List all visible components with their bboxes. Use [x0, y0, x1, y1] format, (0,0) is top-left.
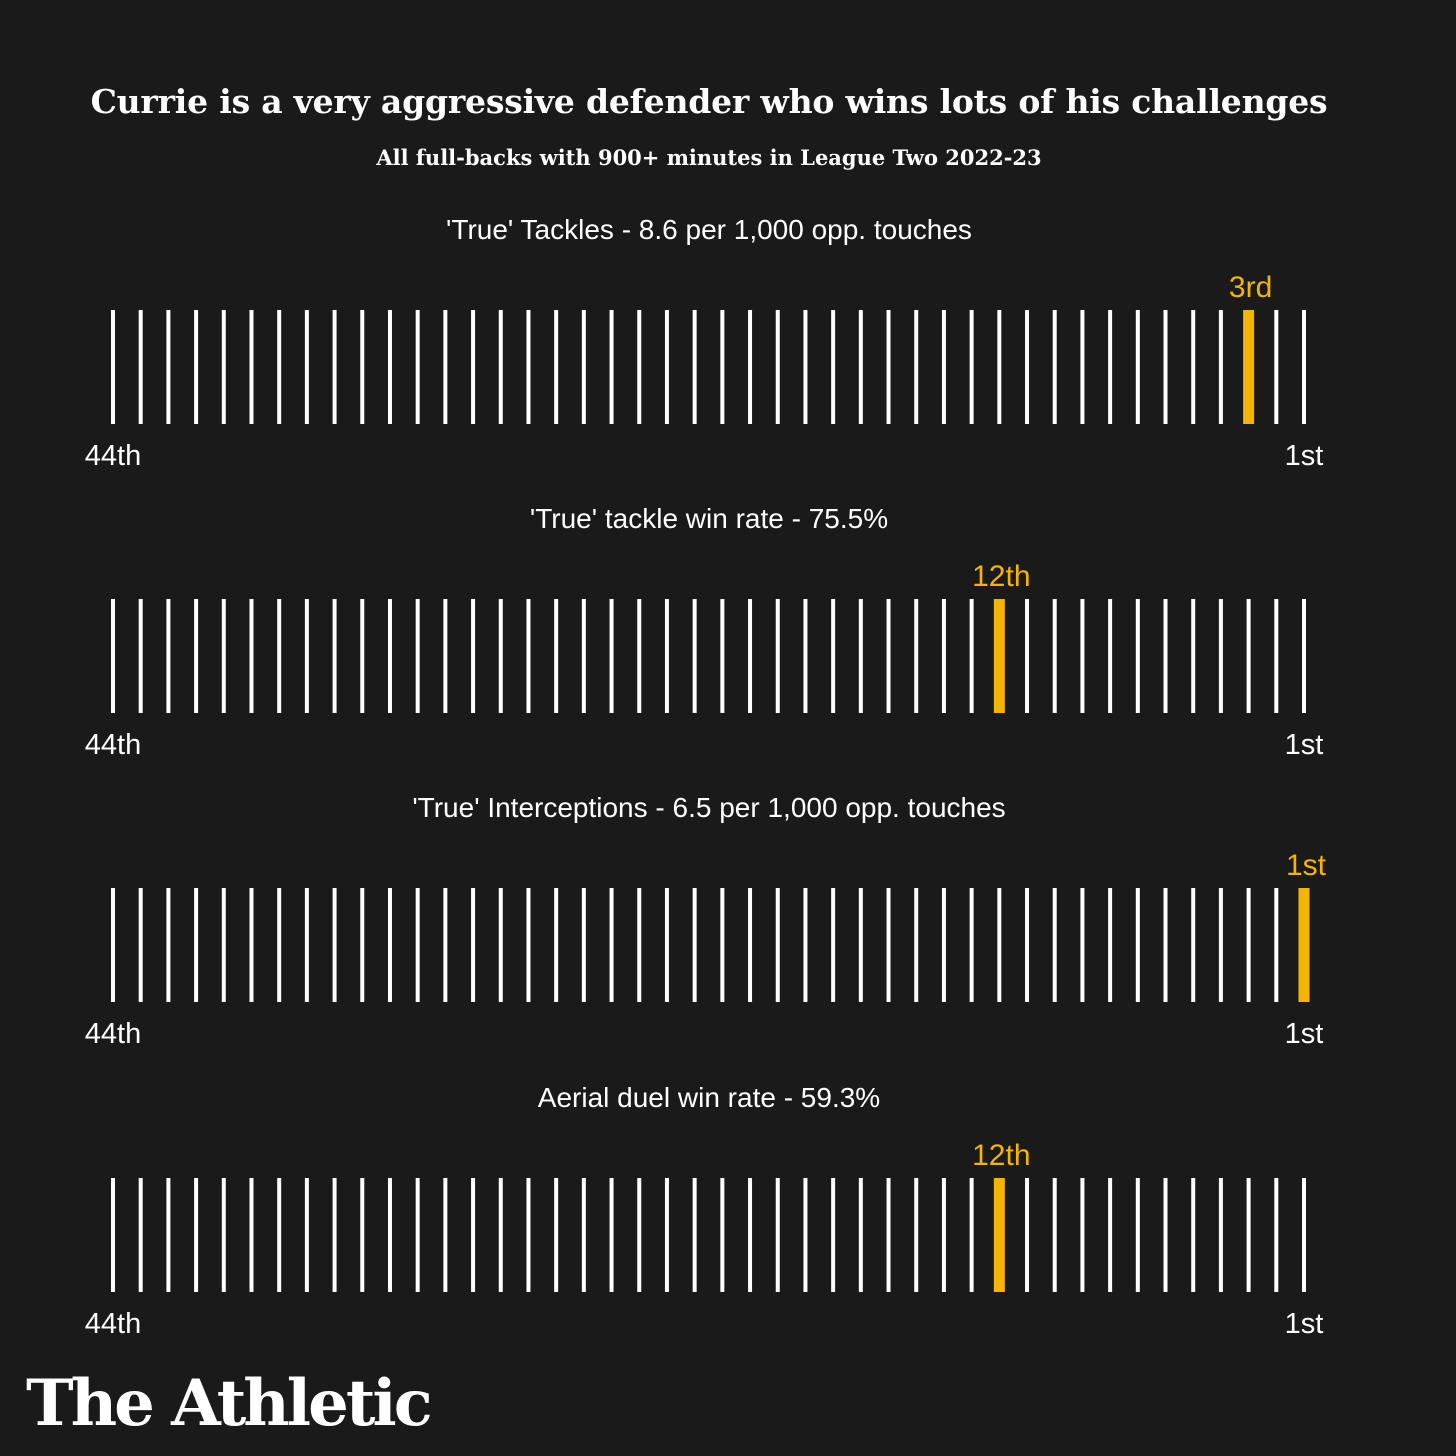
- metric-label: 'True' Interceptions - 6.5 per 1,000 opp…: [412, 792, 1006, 823]
- rank-label: 3rd: [1229, 271, 1272, 304]
- metric-label: 'True' Tackles - 8.6 per 1,000 opp. touc…: [446, 214, 972, 245]
- best-rank-label: 1st: [1285, 1018, 1324, 1050]
- chart-subtitle: All full-backs with 900+ minutes in Leag…: [376, 145, 1042, 170]
- worst-rank-label: 44th: [85, 1308, 141, 1340]
- rank-strip: 1st 44th 1st: [85, 849, 1327, 1050]
- the-athletic-logo: The Athletic: [26, 1366, 433, 1441]
- worst-rank-label: 44th: [85, 440, 141, 472]
- best-rank-label: 1st: [1285, 440, 1324, 472]
- chart-title: Currie is a very aggressive defender who…: [90, 82, 1328, 121]
- rank-label: 1st: [1286, 849, 1327, 882]
- metric-label: 'True' tackle win rate - 75.5%: [529, 503, 889, 534]
- panel-true-tackles: 'True' Tackles - 8.6 per 1,000 opp. touc…: [0, 214, 1456, 474]
- worst-rank-label: 44th: [85, 729, 141, 761]
- panel-aerial-duels: Aerial duel win rate - 59.3% 12th 44th 1st: [0, 1082, 1456, 1342]
- rank-strip: 3rd 44th 1st: [85, 271, 1324, 472]
- worst-rank-label: 44th: [85, 1018, 141, 1050]
- panel-tackle-win-rate: 'True' tackle win rate - 75.5% 12th 44th 1…: [0, 503, 1456, 763]
- rank-label: 12th: [972, 1139, 1030, 1172]
- best-rank-label: 1st: [1285, 1308, 1324, 1340]
- metric-label: Aerial duel win rate - 59.3%: [537, 1082, 881, 1113]
- panel-interceptions: 'True' Interceptions - 6.5 per 1,000 opp…: [0, 792, 1456, 1052]
- rank-strip: 12th 44th 1st: [85, 560, 1324, 761]
- rank-label: 12th: [972, 560, 1030, 593]
- rank-strip: 12th 44th 1st: [85, 1139, 1324, 1340]
- best-rank-label: 1st: [1285, 729, 1324, 761]
